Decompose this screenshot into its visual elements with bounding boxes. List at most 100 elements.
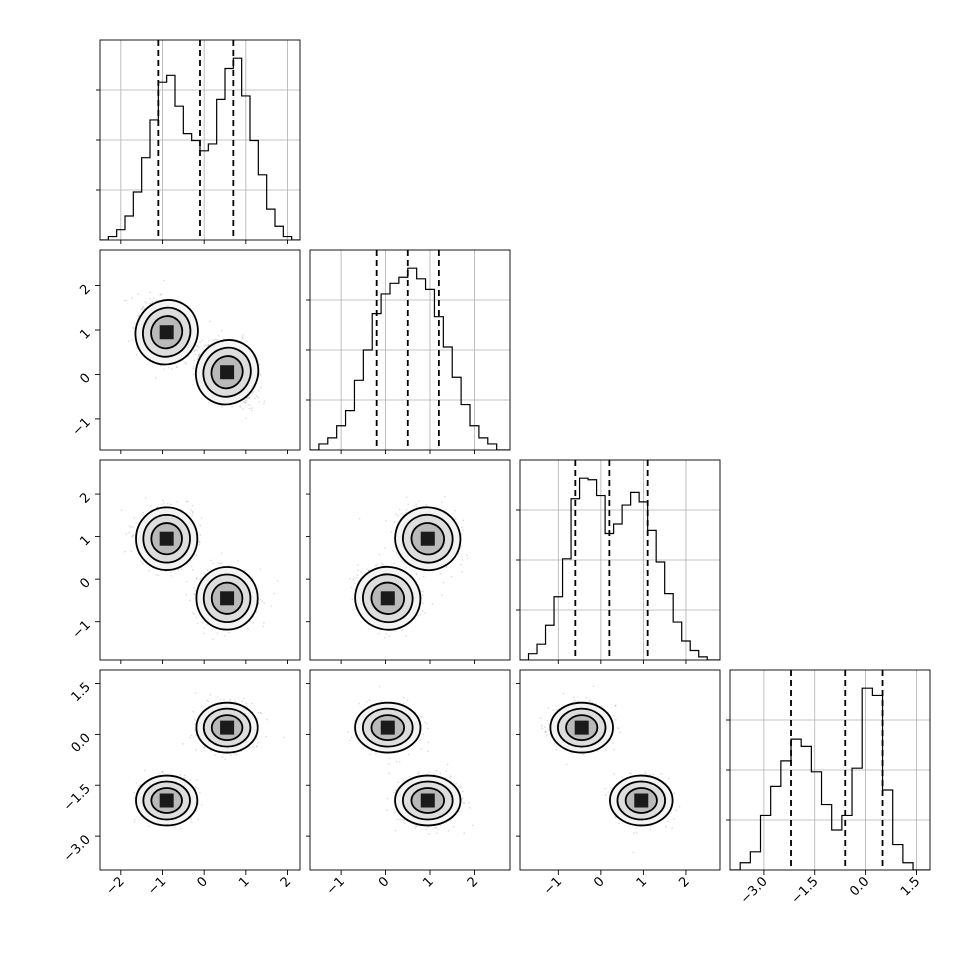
contour-line [134, 299, 199, 366]
sample-point [176, 366, 179, 369]
sample-point [212, 562, 215, 565]
sample-point [220, 552, 223, 555]
sample-point [190, 734, 193, 737]
sample-point [425, 504, 428, 507]
sample-point [378, 553, 381, 556]
sample-point [258, 400, 260, 403]
sample-point [207, 700, 209, 703]
sample-point [450, 575, 453, 578]
sample-point [465, 554, 468, 557]
sample-point [189, 560, 192, 562]
sample-point [356, 574, 359, 577]
sample-point [163, 501, 166, 504]
sample-point [384, 547, 386, 550]
sample-point [422, 575, 425, 578]
sample-point [419, 613, 422, 615]
sample-point [203, 627, 206, 629]
sample-point [203, 745, 206, 748]
sample-point [157, 574, 160, 577]
sample-point [400, 512, 403, 515]
sample-point [242, 334, 245, 336]
sample-point [415, 572, 418, 575]
sample-point [130, 526, 133, 529]
sample-point [136, 314, 139, 317]
sample-point [422, 590, 425, 593]
contour-line [135, 506, 199, 571]
sample-point [263, 602, 266, 605]
sample-point [441, 594, 444, 597]
sample-point [190, 565, 193, 567]
sample-point [198, 543, 201, 546]
sample-point [196, 778, 198, 781]
sample-point [262, 622, 265, 624]
sample-point [394, 629, 397, 632]
sample-point [384, 636, 386, 639]
sample-point [174, 826, 176, 829]
sample-point [257, 741, 259, 744]
sample-point [160, 503, 163, 506]
sample-point [239, 404, 241, 407]
sample-point [252, 746, 254, 749]
sample-point [179, 774, 182, 776]
sample-point [398, 508, 401, 511]
sample-point [124, 550, 126, 553]
sample-point [431, 602, 434, 605]
sample-point [133, 797, 136, 800]
sample-point [241, 336, 244, 338]
sample-point [185, 500, 188, 503]
sample-point [421, 594, 424, 596]
sample-point [256, 737, 259, 739]
sample-point [183, 774, 186, 777]
sample-point [257, 389, 260, 392]
sample-point [415, 573, 418, 576]
sample-point [135, 353, 138, 356]
sample-point [395, 552, 398, 554]
sample-point [209, 559, 212, 562]
sample-point [209, 320, 212, 323]
sample-point [395, 513, 397, 515]
sample-point [142, 305, 145, 308]
sample-point [207, 340, 210, 342]
sample-point [186, 500, 189, 503]
sample-point [352, 578, 355, 581]
sample-point [131, 535, 134, 537]
sample-point [212, 638, 214, 641]
sample-point [180, 568, 183, 571]
sample-point [376, 563, 378, 566]
sample-point [161, 770, 164, 772]
sample-point [229, 698, 231, 701]
sample-point [148, 569, 150, 572]
sample-point [460, 526, 463, 529]
sample-point [212, 339, 214, 342]
sample-point [206, 345, 208, 347]
sample-point [368, 628, 371, 630]
density-peak [220, 591, 235, 606]
sample-point [217, 562, 220, 564]
sample-point [187, 355, 190, 358]
sample-point [194, 692, 197, 694]
sample-point [459, 563, 462, 566]
sample-point [454, 509, 457, 512]
sample-point [140, 308, 143, 311]
sample-point [216, 632, 219, 635]
sample-point [199, 578, 202, 581]
sample-point [259, 598, 262, 601]
sample-point [191, 504, 194, 507]
sample-point [248, 396, 251, 399]
sample-point [454, 518, 457, 520]
sample-point [166, 502, 169, 505]
sample-point [404, 511, 407, 514]
contour-line [394, 506, 462, 572]
joint-content [120, 497, 279, 641]
sample-point [143, 307, 146, 310]
sample-point [251, 702, 254, 705]
sample-point [191, 514, 194, 517]
sample-point [248, 407, 251, 410]
sample-point [350, 586, 353, 589]
sample-point [356, 564, 359, 567]
joint-content [123, 279, 266, 420]
sample-point [244, 417, 247, 420]
sample-point [199, 534, 202, 536]
sample-point [161, 771, 163, 773]
